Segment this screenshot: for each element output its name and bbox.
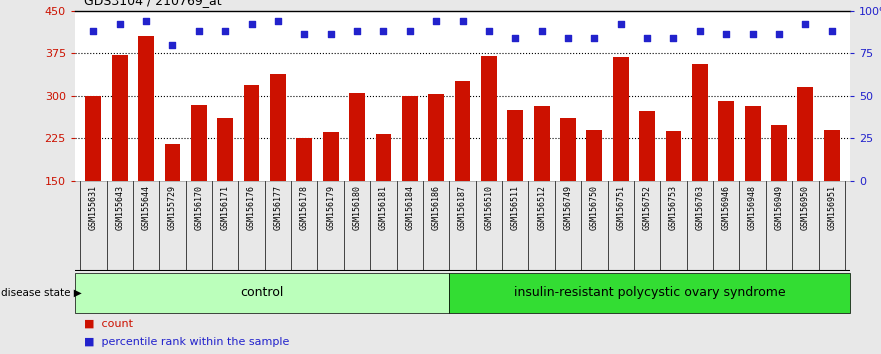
Point <box>192 28 206 34</box>
Bar <box>375 133 391 181</box>
Bar <box>587 130 603 181</box>
Point <box>482 28 496 34</box>
Point <box>86 28 100 34</box>
Bar <box>428 95 444 181</box>
Bar <box>560 118 576 181</box>
Bar <box>481 56 497 181</box>
Text: GSM156951: GSM156951 <box>827 185 836 230</box>
Text: GSM156949: GSM156949 <box>774 185 783 230</box>
Text: GSM156187: GSM156187 <box>458 185 467 230</box>
Point <box>640 35 655 41</box>
Point <box>666 35 680 41</box>
Point <box>772 32 786 37</box>
Bar <box>613 57 629 181</box>
Point <box>245 21 259 27</box>
Bar <box>85 96 101 181</box>
Bar <box>296 138 312 181</box>
Bar <box>449 273 850 313</box>
Text: GSM156180: GSM156180 <box>352 185 361 230</box>
Point <box>297 32 311 37</box>
Bar <box>402 96 418 181</box>
Text: GSM156752: GSM156752 <box>642 185 652 230</box>
Bar <box>112 55 128 181</box>
Bar <box>455 81 470 181</box>
Text: ■  percentile rank within the sample: ■ percentile rank within the sample <box>84 337 289 347</box>
Point <box>508 35 522 41</box>
Point <box>166 42 180 47</box>
Text: GSM155631: GSM155631 <box>89 185 98 230</box>
Bar <box>165 144 181 181</box>
Text: GSM156511: GSM156511 <box>511 185 520 230</box>
Point <box>614 21 628 27</box>
Text: GSM156763: GSM156763 <box>695 185 704 230</box>
Text: GSM156171: GSM156171 <box>221 185 230 230</box>
Text: GSM156753: GSM156753 <box>669 185 678 230</box>
Bar <box>718 101 734 181</box>
Point <box>719 32 733 37</box>
Bar <box>771 125 787 181</box>
Text: GSM155729: GSM155729 <box>168 185 177 230</box>
Text: GSM156751: GSM156751 <box>616 185 626 230</box>
Point <box>798 21 812 27</box>
Point <box>825 28 839 34</box>
Text: GSM156184: GSM156184 <box>405 185 414 230</box>
Point <box>139 18 153 24</box>
Text: GSM156510: GSM156510 <box>485 185 493 230</box>
Point <box>429 18 443 24</box>
Point <box>403 28 417 34</box>
Point <box>376 28 390 34</box>
Bar <box>534 106 550 181</box>
Bar <box>824 130 840 181</box>
Text: GSM156950: GSM156950 <box>801 185 810 230</box>
Text: GSM155643: GSM155643 <box>115 185 124 230</box>
Text: GSM156946: GSM156946 <box>722 185 730 230</box>
Text: GSM155644: GSM155644 <box>142 185 151 230</box>
Text: GSM156750: GSM156750 <box>590 185 599 230</box>
Text: GSM156181: GSM156181 <box>379 185 388 230</box>
Bar <box>322 132 338 181</box>
Bar <box>665 131 681 181</box>
Point <box>561 35 575 41</box>
Text: GSM156179: GSM156179 <box>326 185 335 230</box>
Bar <box>270 74 285 181</box>
Text: GSM156512: GSM156512 <box>537 185 546 230</box>
Bar <box>75 273 449 313</box>
Text: ■  count: ■ count <box>84 319 133 329</box>
Point <box>113 21 127 27</box>
Bar <box>640 111 655 181</box>
Bar <box>218 118 233 181</box>
Point <box>588 35 602 41</box>
Text: GSM156948: GSM156948 <box>748 185 757 230</box>
Text: control: control <box>241 286 284 299</box>
Bar <box>744 106 760 181</box>
Point <box>692 28 707 34</box>
Text: GSM156178: GSM156178 <box>300 185 309 230</box>
Point <box>745 32 759 37</box>
Point <box>323 32 337 37</box>
Bar <box>507 110 523 181</box>
Text: GDS3104 / 210769_at: GDS3104 / 210769_at <box>84 0 221 7</box>
Text: GSM156176: GSM156176 <box>247 185 256 230</box>
Bar <box>138 36 154 181</box>
Bar <box>244 85 260 181</box>
Point <box>218 28 233 34</box>
Text: GSM156177: GSM156177 <box>273 185 283 230</box>
Text: disease state ▶: disease state ▶ <box>1 288 82 298</box>
Point <box>535 28 549 34</box>
Text: GSM156186: GSM156186 <box>432 185 440 230</box>
Text: GSM156170: GSM156170 <box>195 185 204 230</box>
Bar <box>349 93 365 181</box>
Point <box>350 28 364 34</box>
Bar <box>692 64 707 181</box>
Text: GSM156749: GSM156749 <box>564 185 573 230</box>
Text: insulin-resistant polycystic ovary syndrome: insulin-resistant polycystic ovary syndr… <box>514 286 786 299</box>
Bar <box>191 105 207 181</box>
Point <box>270 18 285 24</box>
Bar <box>797 86 813 181</box>
Point <box>455 18 470 24</box>
